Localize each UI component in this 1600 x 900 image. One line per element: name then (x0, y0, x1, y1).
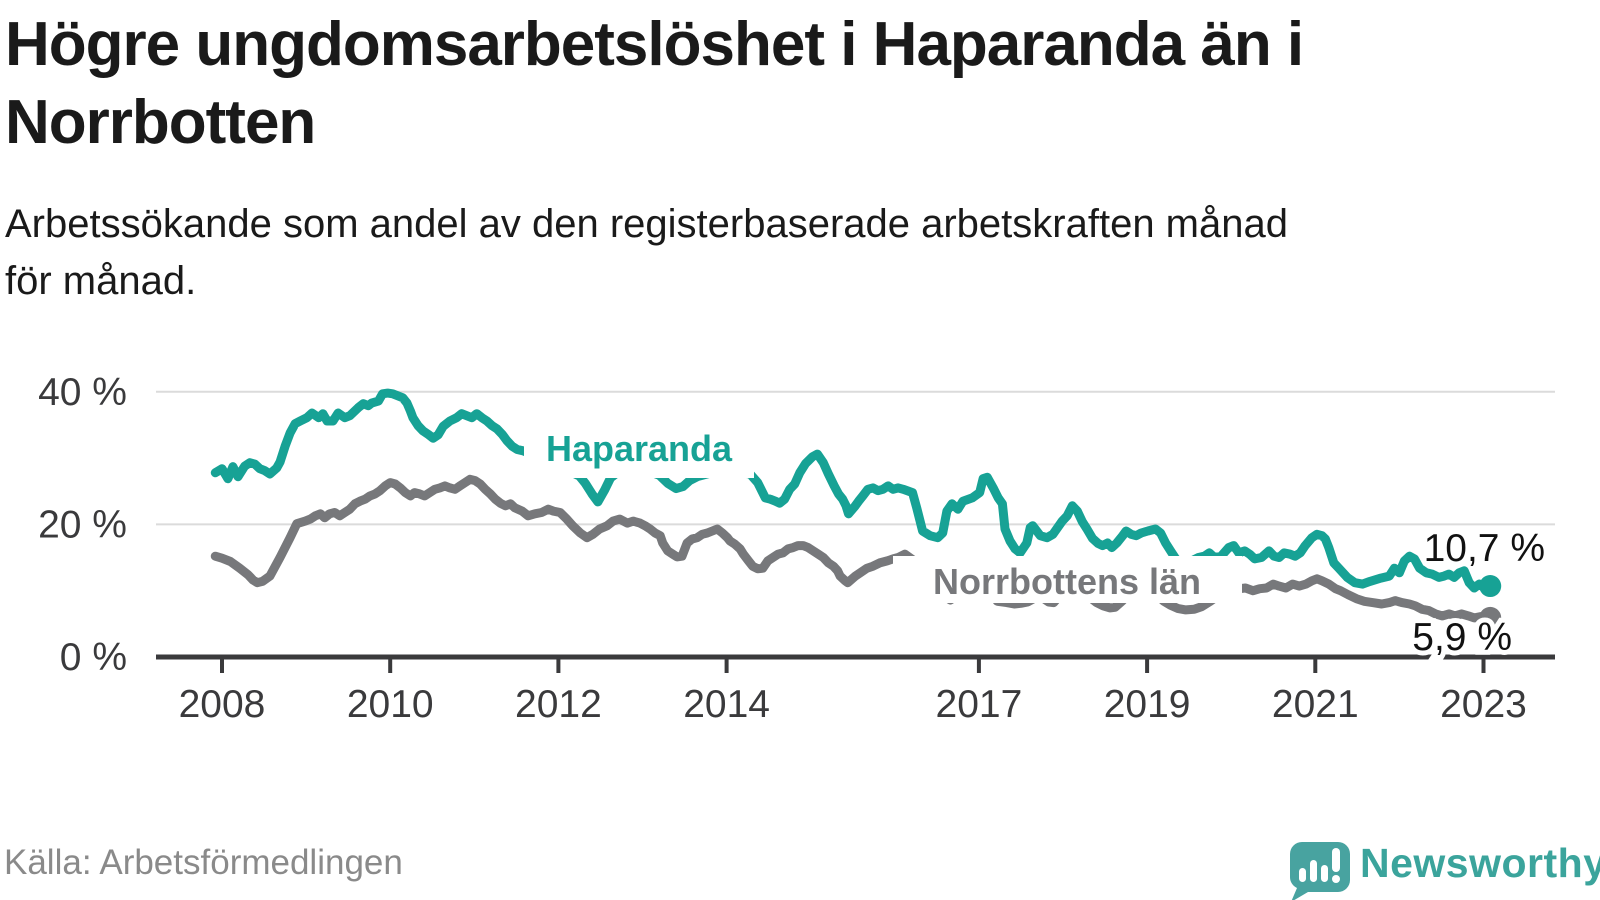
y-tick-label: 40 % (38, 371, 127, 414)
x-tick-label: 2019 (1104, 683, 1191, 726)
y-tick-label: 20 % (38, 503, 127, 546)
page-title: Högre ungdomsarbetslöshet i Haparanda än… (5, 10, 1304, 157)
newsworthy-logo-icon (1289, 842, 1350, 900)
logo-exclamation-bar (1332, 848, 1340, 872)
norrbotten-end-dot (1479, 606, 1502, 629)
haparanda-series-label: Haparanda (546, 428, 733, 469)
newsworthy-brand: Newsworthy (1285, 838, 1600, 900)
x-tick-label: 2023 (1440, 683, 1527, 726)
newsworthy-wordmark: Newsworthy (1360, 840, 1600, 886)
norrbotten-series-label: Norrbottens län (933, 561, 1201, 602)
norrbotten-line (210, 474, 1495, 623)
gridlines: 0 % 20 % 40 % (38, 371, 1555, 679)
x-tick-label: 2008 (179, 683, 266, 726)
end-value-annotations: 10,7 % 5,9 % (1407, 527, 1545, 664)
data-series (210, 388, 1495, 623)
norrbotten-series-label-mask (893, 556, 1242, 603)
page-subtitle: Arbetssökande som andel av den registerb… (5, 202, 1288, 303)
logo-bar-1 (1299, 868, 1306, 882)
x-tick-label: 2021 (1272, 683, 1359, 726)
x-tick-label: 2017 (936, 683, 1023, 726)
x-tick-label: 2012 (515, 683, 602, 726)
haparanda-end-dot (1479, 575, 1502, 598)
series-labels: Haparanda Norrbottens län (524, 423, 1242, 603)
x-tick-label: 2014 (683, 683, 770, 726)
norrbotten-end-value: 5,9 % (1412, 616, 1512, 659)
x-axis: 2008 2010 2012 2014 2017 2019 2021 2023 (156, 654, 1555, 726)
y-tick-label: 0 % (60, 636, 127, 679)
logo-bar-3 (1321, 865, 1328, 882)
x-tick-label: 2010 (347, 683, 434, 726)
haparanda-end-value: 10,7 % (1424, 527, 1545, 570)
haparanda-line (210, 388, 1495, 594)
source-note: Källa: Arbetsförmedlingen (4, 843, 403, 882)
haparanda-series-label-mask (524, 423, 754, 478)
logo-exclamation-dot (1332, 875, 1340, 883)
logo-bar-2 (1310, 860, 1317, 882)
logo-bubble (1289, 842, 1350, 900)
